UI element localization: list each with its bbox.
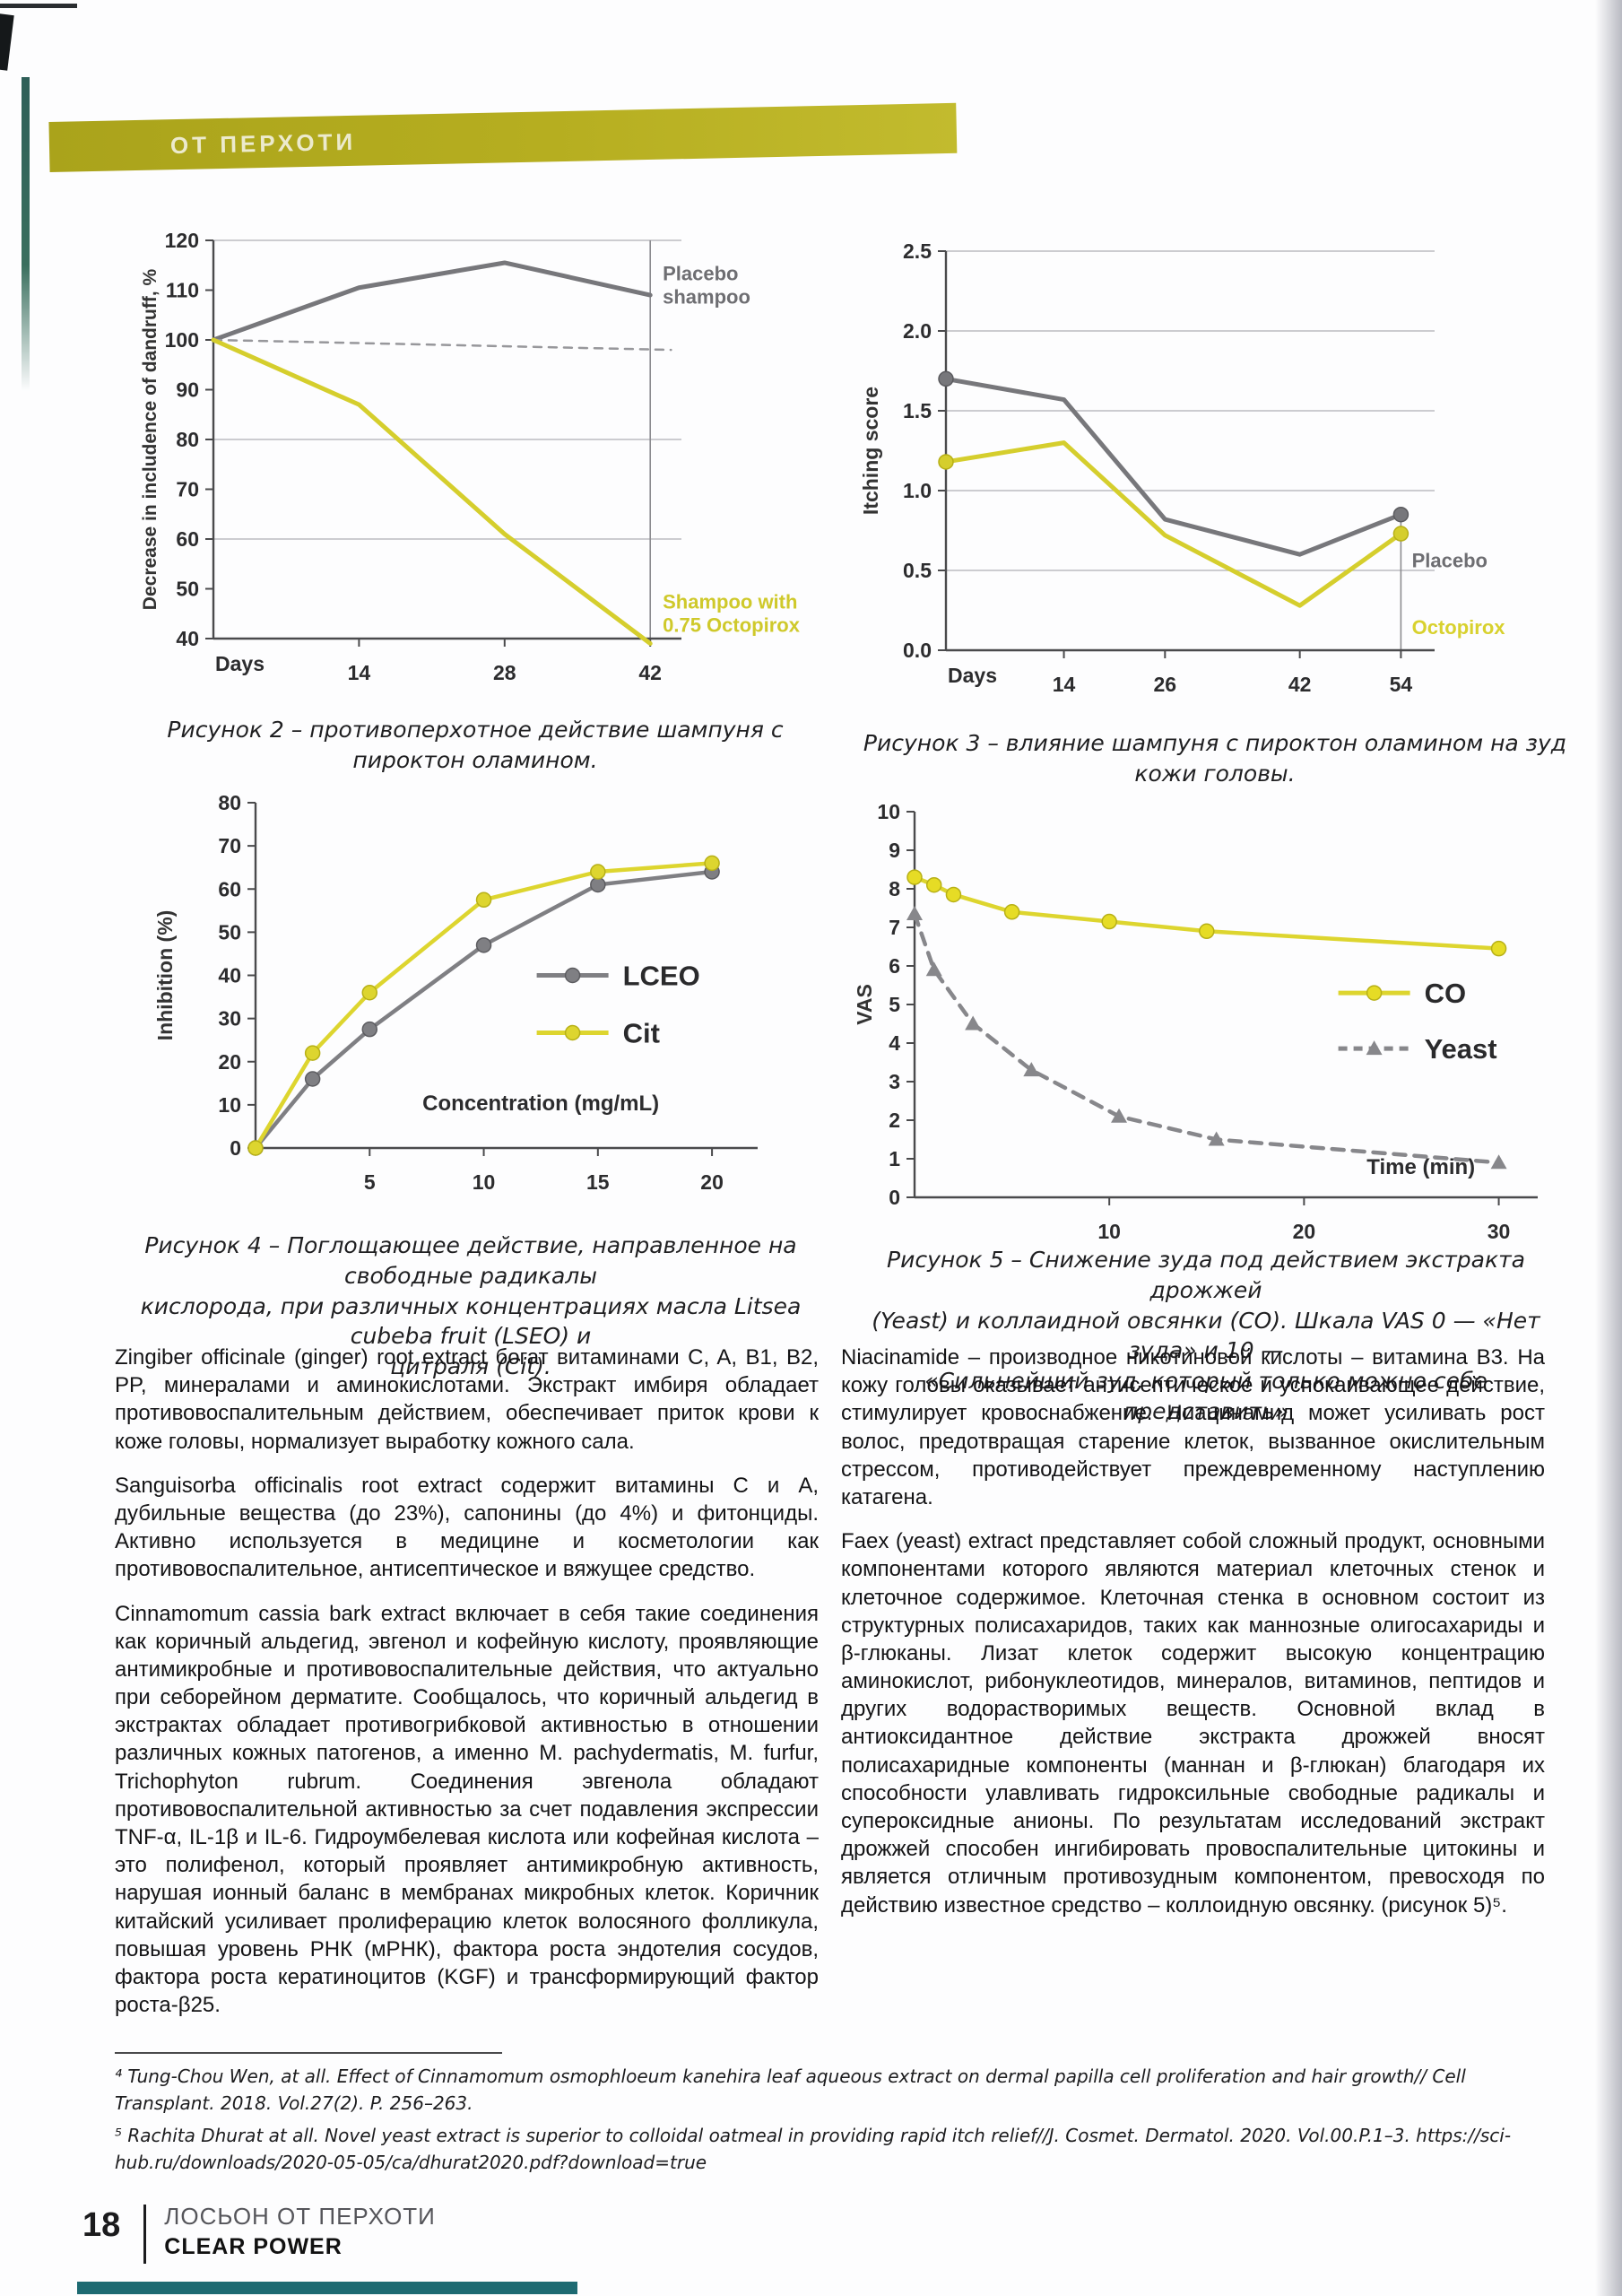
svg-text:70: 70	[176, 478, 199, 501]
svg-text:2.5: 2.5	[903, 239, 932, 263]
scan-top-edge-mark	[0, 4, 77, 8]
svg-text:1: 1	[889, 1147, 900, 1170]
body-paragraph: Niacinamide – производное никотиновой ки…	[841, 1345, 1545, 1509]
caption-figure-5: Рисунок 5 – Снижение зуда под действием …	[872, 1247, 1540, 1424]
svg-text:110: 110	[166, 279, 199, 302]
svg-text:10: 10	[1097, 1220, 1121, 1243]
svg-text:54: 54	[1390, 673, 1413, 696]
svg-text:80: 80	[176, 428, 199, 451]
section-header-band: ОТ ПЕРХОТИ	[48, 102, 958, 172]
footnote-divider	[115, 2052, 502, 2054]
svg-text:LCEO: LCEO	[623, 961, 700, 992]
page-number: 18	[82, 2206, 121, 2244]
chart-figure-2-dandruff: 40 50 60 70 80 90 100 110 120 14 28 42 Decrease in i…	[134, 215, 816, 709]
svg-text:8: 8	[889, 877, 900, 900]
svg-text:120: 120	[165, 229, 199, 252]
svg-text:9: 9	[889, 839, 900, 862]
svg-text:0.5: 0.5	[903, 559, 932, 582]
svg-text:14: 14	[1053, 673, 1076, 696]
svg-text:10: 10	[218, 1093, 241, 1117]
section-header-label: ОТ ПЕРХОТИ	[169, 127, 357, 160]
svg-text:5: 5	[889, 993, 900, 1016]
footer-text: ЛОСЬОН ОТ ПЕРХОТИ CLEAR POWER	[164, 2205, 436, 2258]
svg-text:30: 30	[1488, 1220, 1511, 1243]
svg-text:Decrease in includence of dand: Decrease in includence of dandruff, %	[140, 268, 160, 610]
footnote-item: ⁵ Rachita Dhurat at all. Novel yeast ext…	[115, 2125, 1512, 2173]
svg-text:2.0: 2.0	[903, 319, 932, 343]
svg-text:5: 5	[364, 1170, 376, 1194]
svg-text:0: 0	[889, 1186, 900, 1209]
svg-text:0: 0	[230, 1136, 241, 1160]
svg-text:30: 30	[218, 1007, 241, 1031]
svg-text:Octopirox: Octopirox	[1412, 616, 1506, 639]
svg-text:42: 42	[638, 661, 662, 684]
svg-text:14: 14	[348, 661, 371, 684]
scan-bottom-teal-bar	[77, 2282, 577, 2294]
svg-text:1.0: 1.0	[903, 479, 932, 502]
svg-text:Concentration (mg/mL): Concentration (mg/mL)	[422, 1091, 659, 1116]
svg-text:7: 7	[889, 916, 900, 939]
svg-text:40: 40	[218, 964, 241, 987]
svg-text:15: 15	[586, 1170, 610, 1194]
svg-text:28: 28	[493, 661, 516, 684]
svg-text:20: 20	[218, 1050, 241, 1074]
body-column-right: Niacinamide – производное никотиновой ки…	[841, 1344, 1545, 2034]
svg-text:20: 20	[1293, 1220, 1316, 1243]
footer-product-name: CLEAR POWER	[164, 2234, 343, 2259]
svg-text:Cit: Cit	[623, 1018, 660, 1049]
svg-text:Itching score: Itching score	[859, 387, 882, 515]
svg-text:42: 42	[1288, 673, 1312, 696]
svg-text:70: 70	[218, 834, 241, 857]
svg-text:100: 100	[165, 328, 199, 352]
svg-text:26: 26	[1154, 673, 1177, 696]
caption-figure-4: Рисунок 4 – Поглощающее действие, направ…	[140, 1232, 802, 1379]
chart-figure-3-itching: 0.0 0.5 1.0 1.5 2.0 2.5 14 26 42 54 Itching score D…	[856, 224, 1574, 726]
chart-figure-5-vas: 0 1 2 3 4 5 6 7 8 9 10 10 20 30 VAS Time (min) CO Yeast	[852, 785, 1578, 1269]
scan-corner-mark	[0, 13, 14, 71]
body-column-left: Zingiber officinale (ginger) root extrac…	[115, 1344, 819, 2034]
footnotes: ⁴ Tung-Chou Wen, at all. Effect of Cinna…	[115, 2063, 1540, 2181]
svg-text:CO: CO	[1425, 978, 1467, 1009]
svg-text:20: 20	[700, 1170, 724, 1194]
svg-text:60: 60	[176, 527, 199, 551]
caption-figure-3: Рисунок 3 – влияние шампуня с пироктон о…	[863, 730, 1567, 787]
svg-text:Days: Days	[948, 664, 997, 687]
svg-text:1.5: 1.5	[903, 399, 932, 422]
svg-text:90: 90	[176, 378, 199, 402]
svg-text:Days: Days	[215, 652, 265, 675]
chart-figure-4-inhibition: 0 10 20 30 40 50 60 70 80 5 10 15 20 Inhibition (%) Co…	[134, 776, 807, 1224]
svg-text:4: 4	[889, 1031, 900, 1055]
svg-text:60: 60	[218, 877, 241, 900]
svg-text:10: 10	[877, 800, 900, 823]
svg-text:0.0: 0.0	[903, 639, 932, 662]
svg-text:Placebo: Placebo	[1412, 549, 1488, 571]
scan-left-edge-strip	[22, 77, 30, 391]
svg-text:50: 50	[218, 920, 241, 944]
svg-text:40: 40	[176, 627, 199, 650]
footer-divider-bar	[143, 2205, 147, 2264]
svg-text:VAS: VAS	[853, 984, 876, 1025]
body-paragraph: Zingiber officinale (ginger) root extrac…	[115, 1345, 819, 1454]
svg-text:6: 6	[889, 954, 900, 978]
svg-text:50: 50	[176, 578, 199, 601]
svg-text:Inhibition (%): Inhibition (%)	[153, 910, 177, 1041]
svg-text:2: 2	[889, 1109, 900, 1132]
svg-text:10: 10	[473, 1170, 496, 1194]
body-paragraph: Sanguisorba officinalis root extract сод…	[115, 1473, 819, 1582]
svg-text:80: 80	[218, 791, 241, 814]
svg-text:3: 3	[889, 1070, 900, 1093]
body-paragraph: Faex (yeast) extract представляет собой …	[841, 1529, 1545, 1918]
page-footer: 18 ЛОСЬОН ОТ ПЕРХОТИ CLEAR POWER	[82, 2205, 436, 2264]
footer-section-title: ЛОСЬОН ОТ ПЕРХОТИ	[164, 2203, 436, 2230]
scan-right-edge-strip	[1595, 0, 1622, 2296]
caption-figure-2: Рисунок 2 – противоперхотное действие ша…	[167, 717, 784, 773]
svg-text:Yeast: Yeast	[1425, 1033, 1497, 1065]
footnote-item: ⁴ Tung-Chou Wen, at all. Effect of Cinna…	[115, 2066, 1466, 2114]
body-paragraph: Cinnamomum cassia bark extract включает …	[115, 1601, 819, 2018]
